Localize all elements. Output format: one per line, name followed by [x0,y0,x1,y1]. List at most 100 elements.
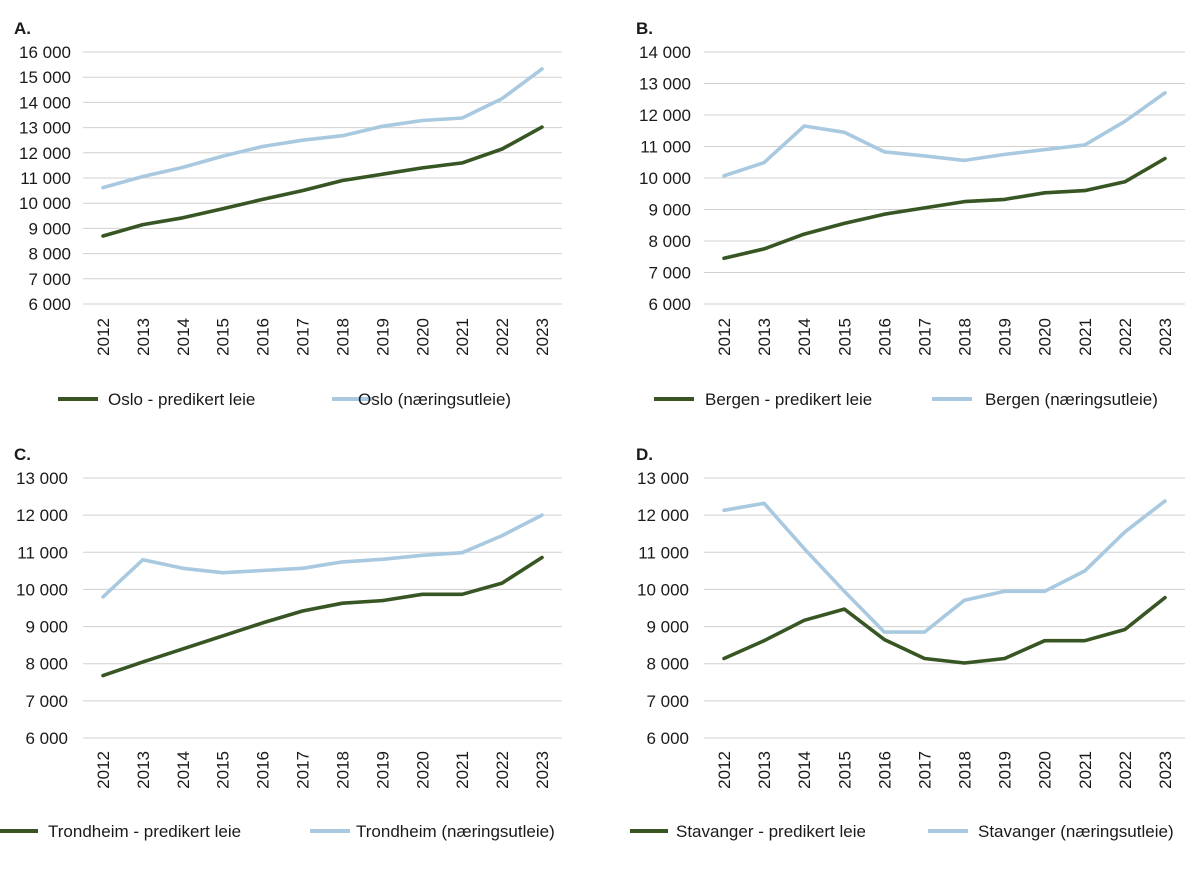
x-tick-label: 2021 [1076,318,1095,356]
legend-label-commercial: Bergen (næringsutleie) [985,390,1158,409]
x-tick-label: 2019 [373,751,392,789]
x-tick-label: 2015 [214,318,233,356]
y-tick-label: 7 000 [646,692,689,711]
x-tick-label: 2014 [174,751,193,789]
legend-label-predicted: Bergen - predikert leie [705,390,872,409]
y-tick-label: 8 000 [648,232,691,251]
x-tick-label: 2023 [1156,318,1175,356]
y-tick-label: 9 000 [646,618,689,637]
x-tick-label: 2013 [134,751,153,789]
x-tick-label: 2014 [174,318,193,356]
y-tick-label: 11 000 [638,543,689,562]
series-line-predicted [101,125,544,238]
legend-label-predicted: Oslo - predikert leie [108,390,255,409]
series-line-commercial [101,67,544,190]
panel-label: A. [14,19,31,38]
y-tick-label: 8 000 [25,655,68,674]
series-line-commercial [722,499,1167,634]
x-tick-label: 2023 [1156,751,1175,789]
chart-panel-d: D. 6 000 7 000 8 000 9 000 10 000 11 000 12 000… [630,445,1185,841]
series-line-predicted [101,555,544,678]
y-tick-label: 6 000 [28,295,71,314]
legend-label-predicted: Trondheim - predikert leie [48,822,241,841]
y-tick-label: 11 000 [20,169,71,188]
y-tick-label: 11 000 [17,543,68,562]
x-tick-label: 2021 [453,751,472,789]
y-tick-label: 15 000 [19,68,71,87]
x-tick-label: 2016 [875,751,894,789]
chart-panel-a: A. 6 000 7 000 8 000 9 000 10 000 11 000 12 000… [14,19,562,409]
x-tick-label: 2022 [1116,751,1135,789]
chart-panel-c: C. 6 000 7 000 8 000 9 000 10 000 11 000 12 000… [0,445,562,841]
x-tick-label: 2019 [373,318,392,356]
x-tick-label: 2017 [294,751,313,789]
series-line-commercial [722,91,1167,178]
x-tick-label: 2015 [214,751,233,789]
y-tick-label: 13 000 [19,119,71,138]
y-tick-label: 10 000 [637,580,689,599]
y-tick-label: 7 000 [648,264,691,283]
series-line-predicted [722,595,1167,665]
x-tick-label: 2018 [333,751,352,789]
y-tick-label: 14 000 [19,93,71,112]
chart-panel-b: B. 6 000 7 000 8 000 9 000 10 000 11 000 12 000… [636,19,1185,409]
y-tick-label: 10 000 [639,169,691,188]
x-tick-label: 2021 [453,318,472,356]
y-tick-label: 7 000 [25,692,68,711]
y-tick-label: 9 000 [28,219,71,238]
y-tick-label: 12 000 [16,506,68,525]
y-tick-label: 16 000 [19,43,71,62]
x-tick-label: 2012 [715,318,734,356]
y-tick-label: 14 000 [639,43,691,62]
x-tick-label: 2015 [835,318,854,356]
series-line-predicted [722,156,1167,261]
legend-label-commercial: Oslo (næringsutleie) [358,390,511,409]
y-tick-label: 8 000 [28,245,71,264]
x-tick-label: 2023 [533,751,552,789]
y-tick-label: 10 000 [16,580,68,599]
x-tick-label: 2019 [996,318,1015,356]
x-tick-label: 2016 [254,751,273,789]
panel-label: C. [14,445,31,464]
x-tick-label: 2012 [94,751,113,789]
x-tick-label: 2020 [413,318,432,356]
x-tick-label: 2022 [1116,318,1135,356]
x-tick-label: 2020 [1036,318,1055,356]
x-tick-label: 2016 [875,318,894,356]
x-tick-label: 2012 [715,751,734,789]
x-tick-label: 2013 [755,318,774,356]
panel-label: D. [636,445,653,464]
x-tick-label: 2017 [294,318,313,356]
y-tick-label: 13 000 [639,75,691,94]
x-tick-label: 2020 [413,751,432,789]
y-tick-label: 12 000 [639,106,691,125]
x-tick-label: 2014 [795,318,814,356]
x-tick-label: 2013 [755,751,774,789]
series-line-commercial [101,513,544,599]
y-tick-label: 10 000 [19,194,71,213]
x-tick-label: 2012 [94,318,113,356]
x-tick-label: 2023 [533,318,552,356]
x-tick-label: 2021 [1076,751,1095,789]
y-tick-label: 6 000 [25,729,68,748]
x-tick-label: 2018 [956,318,975,356]
y-tick-label: 12 000 [637,506,689,525]
x-tick-label: 2022 [493,751,512,789]
x-tick-label: 2013 [134,318,153,356]
y-tick-label: 13 000 [16,469,68,488]
y-tick-label: 13 000 [637,469,689,488]
x-tick-label: 2015 [835,751,854,789]
y-tick-label: 7 000 [28,270,71,289]
legend-label-predicted: Stavanger - predikert leie [676,822,866,841]
y-tick-label: 8 000 [646,655,689,674]
y-tick-label: 9 000 [25,618,68,637]
x-tick-label: 2018 [956,751,975,789]
x-tick-label: 2019 [996,751,1015,789]
y-tick-label: 11 000 [640,138,691,157]
legend-label-commercial: Stavanger (næringsutleie) [978,822,1174,841]
y-tick-label: 9 000 [648,201,691,220]
legend-label-commercial: Trondheim (næringsutleie) [356,822,555,841]
x-tick-label: 2018 [333,318,352,356]
x-tick-label: 2014 [795,751,814,789]
